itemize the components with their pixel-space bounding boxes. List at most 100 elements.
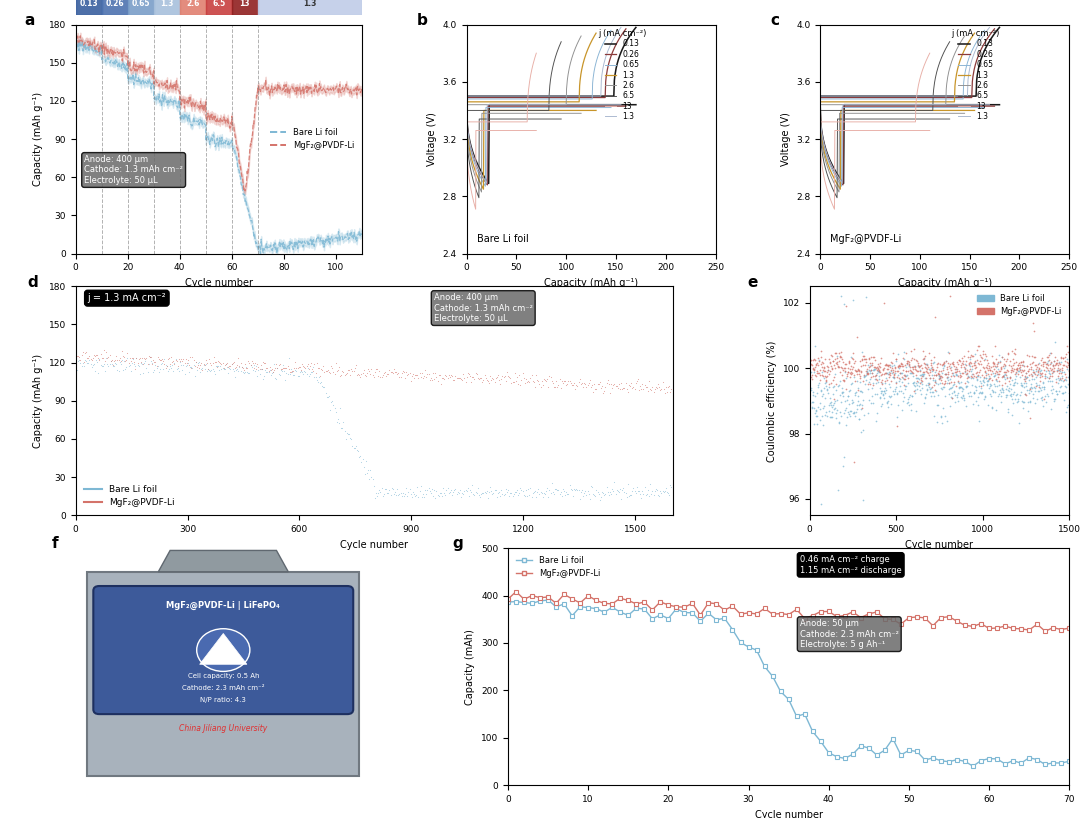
Point [321,366,338,379]
Point [912,368,929,381]
Point [515,372,532,385]
Point [865,360,882,373]
Point [369,370,387,383]
Point [887,366,904,379]
Point [165,364,183,377]
Point [1037,370,1054,383]
Point [802,382,820,395]
Point [849,364,866,377]
Point [434,482,451,495]
Point [945,377,962,390]
Point [267,371,284,384]
Point [914,366,931,379]
Point [1027,358,1044,371]
Point [106,360,123,373]
Point [604,483,621,496]
Point [855,370,873,383]
Point [286,363,303,376]
Point [1038,357,1055,371]
Point [400,367,417,380]
Point [971,365,988,378]
Point [497,374,514,387]
Point [886,369,903,382]
Point [558,488,576,501]
Point [990,388,1008,401]
Point [1034,355,1051,368]
Point [289,369,307,382]
Point [421,373,438,386]
Point [217,357,234,371]
Point [203,363,220,376]
Point [1018,384,1036,397]
Point [841,362,859,375]
Point [840,398,858,411]
Point [458,484,475,497]
Point [822,348,839,362]
Point [807,403,824,416]
Point [633,492,650,505]
Point [167,353,185,366]
Point [837,371,854,384]
Point [1034,366,1051,380]
Point [904,377,921,390]
Point [297,366,314,379]
Point [357,454,375,467]
Point [620,379,637,392]
Point [235,363,253,376]
Point [899,369,916,382]
Point [989,355,1007,368]
Point [939,371,956,384]
Point [873,398,890,411]
Point [510,489,527,502]
Point [831,416,848,429]
Point [231,359,248,372]
Point [1044,358,1062,371]
Point [239,362,256,375]
Point [1040,367,1057,380]
Point [905,384,922,398]
Point [92,348,109,361]
Point [1008,387,1025,400]
Point [328,365,346,378]
Point [1061,386,1078,399]
Point [201,353,218,366]
Point [136,351,153,364]
Point [895,369,913,382]
Point [818,380,835,393]
Point [670,383,687,396]
Point [347,358,364,371]
Point [846,407,863,420]
Point [943,387,960,400]
Point [444,370,461,383]
Point [1022,383,1039,396]
Point [337,368,354,381]
Point [531,381,549,394]
Point [1036,370,1053,383]
Point [133,358,150,371]
Point [885,371,902,384]
Point [878,383,895,396]
Point [241,366,258,380]
Point [888,380,905,393]
Point [1005,377,1023,390]
Point [1047,335,1064,348]
Point [649,489,666,502]
Point [613,382,631,395]
Legend: 0.13, 0.26, 0.65, 1.3, 2.6, 6.5, 13, 1.3: 0.13, 0.26, 0.65, 1.3, 2.6, 6.5, 13, 1.3 [595,26,649,124]
Point [996,376,1013,389]
Point [161,358,178,371]
Point [926,355,943,368]
Point [76,360,93,373]
Point [954,389,971,402]
Point [463,371,481,384]
Point [993,351,1010,364]
Point [77,353,94,366]
Point [300,362,318,375]
Point [525,375,542,389]
Point [619,478,636,491]
Point [73,348,91,362]
Point [1038,351,1055,364]
Point [494,487,511,500]
Point [573,483,591,497]
Point [1014,365,1031,378]
